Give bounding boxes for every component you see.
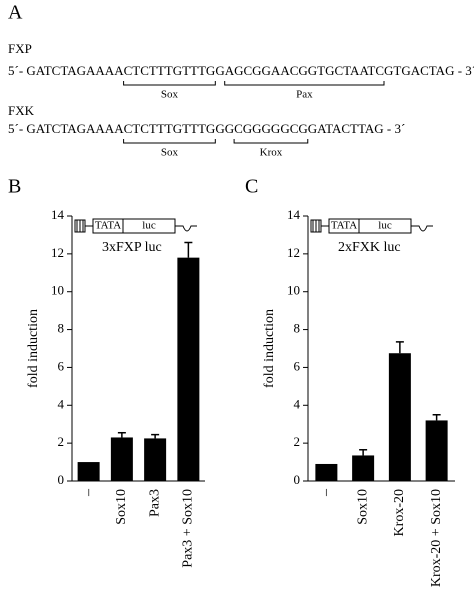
construct-tail [411, 225, 433, 232]
site-label: Sox [161, 89, 179, 101]
annotation: 3xFXP luc [102, 240, 162, 255]
site-label: Krox [260, 147, 283, 159]
x-tick-label: – [319, 488, 334, 497]
sequence-part: G [215, 63, 224, 78]
site-bracket [123, 139, 216, 144]
x-tick-label: Krox-20 + Sox10 [429, 489, 444, 587]
panel-label: C [245, 176, 258, 198]
bar [177, 257, 200, 481]
annotation: 2xFXK luc [338, 240, 401, 255]
panel-label: A [8, 2, 23, 24]
y-tick-label: 6 [58, 358, 65, 373]
y-axis-label: fold induction [26, 309, 41, 388]
y-tick-label: 12 [287, 245, 300, 260]
y-tick-label: 8 [58, 321, 65, 336]
y-tick-label: 6 [294, 358, 301, 373]
sequence-part: GTGACTAG - 3´ [384, 63, 474, 78]
sequence-part: GG [215, 121, 234, 136]
y-tick-label: 4 [294, 396, 301, 411]
sequence-part: AGCGGAACGGTGCTAATC [225, 63, 384, 78]
bar [110, 437, 133, 481]
site-bracket [123, 81, 216, 86]
site-bracket [224, 81, 385, 86]
y-tick-label: 14 [51, 207, 65, 222]
y-axis-label: fold induction [262, 309, 277, 388]
y-tick-label: 10 [51, 283, 64, 298]
construct-label: luc [142, 220, 156, 232]
sequence-part: CTCTTTGTTTG [124, 121, 216, 136]
sequence-name: FXP [8, 41, 32, 56]
bar [388, 353, 411, 481]
y-tick-label: 12 [51, 245, 64, 260]
sequence: 5´- GATCTAGAAAACTCTTTGTTTGGGCGGGGGCGGATA… [8, 121, 405, 136]
sequence-part: GATACTTAG - 3´ [308, 121, 406, 136]
bar [352, 455, 375, 481]
x-tick-label: – [81, 488, 96, 497]
y-tick-label: 10 [287, 283, 300, 298]
sequence: 5´- GATCTAGAAAACTCTTTGTTTGGAGCGGAACGGTGC… [8, 63, 474, 78]
site-label: Sox [161, 147, 179, 159]
x-tick-label: Sox10 [114, 489, 129, 525]
site-bracket [233, 139, 309, 144]
y-tick-label: 14 [287, 207, 301, 222]
construct-icon: TATA luc [310, 218, 433, 234]
sequence-part: 5´- GATCTAGAAAA [8, 121, 124, 136]
site-label: Pax [296, 89, 313, 101]
x-tick-label: Pax3 + Sox10 [181, 489, 196, 568]
bar [77, 462, 100, 481]
x-tick-label: Krox-20 [392, 489, 407, 536]
sequence-part: 5´- GATCTAGAAAA [8, 63, 124, 78]
sequence-part: CGGGGGCG [234, 121, 308, 136]
y-tick-label: 8 [294, 321, 301, 336]
y-tick-label: 4 [58, 396, 65, 411]
bar [315, 463, 338, 481]
sequence-name: FXK [8, 103, 35, 118]
y-tick-label: 2 [58, 434, 65, 449]
y-tick-label: 0 [58, 472, 65, 487]
y-tick-label: 0 [294, 472, 301, 487]
construct-tail [175, 225, 197, 232]
x-tick-label: Pax3 [147, 489, 162, 517]
construct-icon: TATA luc [74, 218, 197, 234]
bar [425, 420, 448, 481]
panel-label: B [8, 176, 21, 198]
x-tick-label: Sox10 [355, 489, 370, 525]
bar [144, 438, 167, 481]
construct-label: luc [378, 220, 392, 232]
construct-label: TATA [331, 220, 357, 232]
sequence-part: CTCTTTGTTTG [124, 63, 216, 78]
construct-label: TATA [95, 220, 121, 232]
y-tick-label: 2 [294, 434, 301, 449]
